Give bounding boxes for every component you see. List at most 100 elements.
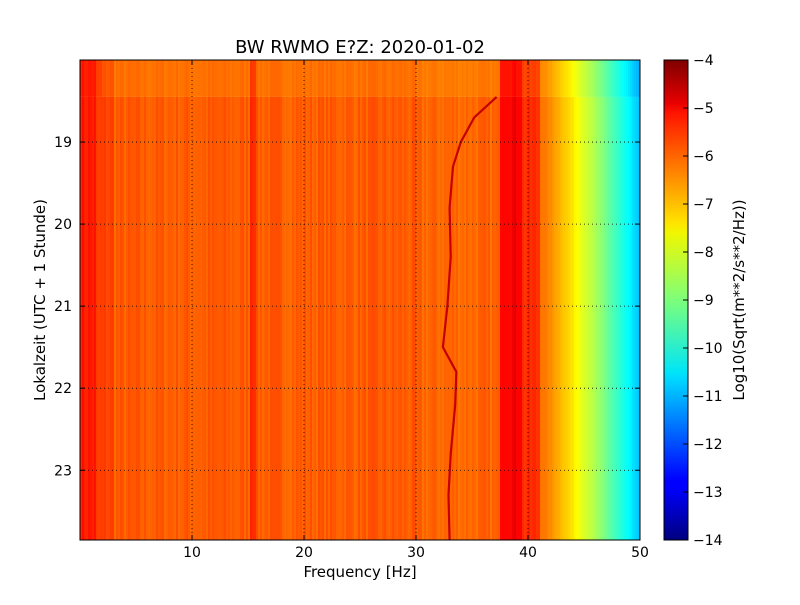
heatmap-cell [148, 60, 151, 97]
y-tick-label: 21 [54, 299, 72, 315]
heatmap-cell [420, 96, 423, 540]
heatmap-cell [432, 96, 435, 540]
heatmap-cell [462, 60, 465, 97]
heatmap-cell [454, 96, 457, 540]
heatmap-cell [174, 60, 177, 97]
heatmap-cell [250, 96, 253, 540]
heatmap-cell [614, 96, 617, 540]
colorbar-tick-label: −14 [693, 533, 723, 549]
heatmap-cell [118, 96, 121, 540]
heatmap-cell [368, 96, 371, 540]
heatmap-cell [414, 96, 417, 540]
heatmap-cell [472, 60, 475, 97]
heatmap-cell [432, 60, 435, 97]
heatmap-cell [550, 96, 553, 540]
heatmap-cell [216, 60, 219, 97]
heatmap-cell [322, 60, 325, 97]
heatmap-cell [262, 96, 265, 540]
heatmap-cell [296, 96, 299, 540]
heatmap-cell [632, 96, 635, 540]
heatmap-cell [82, 96, 85, 540]
y-tick-label: 19 [54, 135, 72, 151]
heatmap-cell [542, 60, 545, 97]
heatmap-cell [228, 96, 231, 540]
heatmap-cell [238, 96, 241, 540]
heatmap-cell [392, 96, 395, 540]
heatmap-cell [610, 96, 613, 540]
heatmap-cell [222, 60, 225, 97]
heatmap-cell [80, 60, 83, 97]
colorbar-tick-label: −11 [693, 389, 723, 405]
heatmap-cell [326, 96, 329, 540]
heatmap-cell [516, 60, 519, 97]
x-axis: 10 20 30 40 50 [183, 60, 649, 561]
heatmap-cell [132, 96, 135, 540]
heatmap-cell [584, 96, 587, 540]
heatmap-cell [594, 96, 597, 540]
heatmap-cell [524, 96, 527, 540]
heatmap-cell [128, 96, 131, 540]
heatmap-cell [104, 96, 107, 540]
heatmap-cell [318, 96, 321, 540]
heatmap-cell [372, 60, 375, 97]
heatmap-cell [176, 96, 179, 540]
heatmap-cell [224, 60, 227, 97]
heatmap-cell [386, 96, 389, 540]
heatmap-cell [302, 60, 305, 97]
heatmap-cell [354, 60, 357, 97]
heatmap-cell [428, 60, 431, 97]
heatmap-cell [412, 60, 415, 97]
heatmap-cell [190, 60, 193, 97]
heatmap-cell [98, 96, 101, 540]
heatmap-cell [190, 96, 193, 540]
heatmap-cell [206, 60, 209, 97]
heatmap-cell [556, 60, 559, 97]
heatmap-cell [370, 96, 373, 540]
heatmap-cell [458, 60, 461, 97]
heatmap-cell [112, 96, 115, 540]
heatmap-cell [88, 96, 91, 540]
heatmap-cell [110, 96, 113, 540]
heatmap-cell [512, 60, 515, 97]
heatmap-cell [622, 60, 625, 97]
heatmap-cell [498, 60, 501, 97]
heatmap-cell [94, 60, 97, 97]
heatmap-cell [376, 96, 379, 540]
heatmap-cell [464, 60, 467, 97]
heatmap-cell [374, 96, 377, 540]
heatmap-cell [448, 96, 451, 540]
heatmap-cell [344, 96, 347, 540]
heatmap-cell [312, 96, 315, 540]
heatmap-cell [450, 60, 453, 97]
heatmap-cell [304, 96, 307, 540]
heatmap-cell [546, 96, 549, 540]
heatmap-cell [538, 96, 541, 540]
heatmap-cell [360, 96, 363, 540]
heatmap-cell [458, 96, 461, 540]
heatmap-cell [180, 96, 183, 540]
heatmap-cell [362, 60, 365, 97]
heatmap-cell [166, 60, 169, 97]
heatmap-cell [300, 96, 303, 540]
heatmap-cell [510, 96, 513, 540]
heatmap-cell [282, 96, 285, 540]
heatmap-cell [470, 60, 473, 97]
heatmap-cell [272, 60, 275, 97]
heatmap-cell [376, 60, 379, 97]
heatmap-cell [562, 96, 565, 540]
heatmap-cell [396, 60, 399, 97]
heatmap-cell [424, 96, 427, 540]
heatmap-cell [416, 96, 419, 540]
heatmap-cell [332, 96, 335, 540]
heatmap-cell [284, 60, 287, 97]
colorbar-tick-label: −5 [693, 101, 714, 117]
heatmap-cell [124, 60, 127, 97]
heatmap-cell [270, 96, 273, 540]
heatmap-cell [102, 60, 105, 97]
heatmap-cell [606, 60, 609, 97]
heatmap-cell [386, 60, 389, 97]
y-tick-label: 20 [54, 217, 72, 233]
heatmap-cell [316, 60, 319, 97]
heatmap-cell [192, 96, 195, 540]
heatmap-cell [186, 60, 189, 97]
